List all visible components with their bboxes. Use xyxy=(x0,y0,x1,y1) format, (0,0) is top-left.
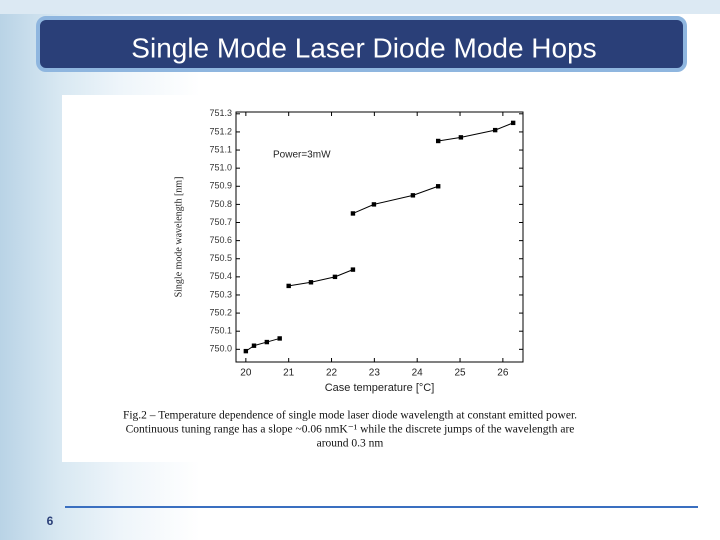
data-point xyxy=(286,283,291,289)
caption-line: Continuous tuning range has a slope ~0.0… xyxy=(126,424,575,436)
x-tick-label: 25 xyxy=(454,368,466,379)
x-tick-label: 21 xyxy=(283,368,295,379)
y-tick-label: 750.7 xyxy=(209,217,232,227)
caption-line: around 0.3 nm xyxy=(317,438,384,450)
y-tick-label: 750.5 xyxy=(209,253,232,263)
top-band xyxy=(0,0,720,14)
chart: 751.3 751.2 751.1 751.0 750.9 750.8 750.7 750.6… xyxy=(173,108,524,394)
data-point xyxy=(264,339,270,345)
y-tick-label: 750.9 xyxy=(209,181,232,191)
y-tick-label: 750.3 xyxy=(209,289,232,299)
data-point xyxy=(251,343,257,348)
data-point xyxy=(332,274,338,280)
data-point xyxy=(435,138,441,144)
data-point xyxy=(243,348,249,354)
caption: Fig.2 – Temperature dependence of single… xyxy=(123,410,577,450)
y-tick-label: 751.2 xyxy=(209,126,232,136)
y-tick-label: 751.1 xyxy=(209,144,232,154)
y-axis-label: Single mode wavelength [nm] xyxy=(173,177,184,298)
data-point xyxy=(492,127,498,133)
x-tick-label: 22 xyxy=(326,368,338,379)
y-tick-label: 750.4 xyxy=(209,271,232,281)
x-tick-label: 23 xyxy=(369,368,381,379)
slide-title: Single Mode Laser Diode Mode Hops xyxy=(131,32,596,63)
y-tick-label: 750.8 xyxy=(209,199,232,209)
data-point xyxy=(350,211,356,216)
caption-line: Fig.2 – Temperature dependence of single… xyxy=(123,410,577,422)
series-line xyxy=(438,122,514,142)
x-tick-label: 20 xyxy=(240,368,252,379)
y-tick-label: 750.0 xyxy=(209,344,232,354)
series-line xyxy=(288,269,354,287)
y-tick-label: 750.1 xyxy=(209,326,232,336)
x-tick-label: 24 xyxy=(412,368,424,379)
series-line xyxy=(245,337,280,352)
y-tick-label: 750.2 xyxy=(209,307,232,317)
data-point xyxy=(458,135,464,140)
data-point xyxy=(350,267,356,272)
data-point xyxy=(510,120,516,126)
data-point xyxy=(371,202,377,207)
series-line xyxy=(352,185,439,214)
title-bar xyxy=(36,16,687,72)
data-point xyxy=(410,193,416,198)
x-tick-label: 26 xyxy=(497,368,509,379)
plot-frame xyxy=(235,111,524,363)
y-tick-label: 751.0 xyxy=(209,163,232,173)
y-tick-label: 751.3 xyxy=(209,108,232,118)
data-point xyxy=(277,336,282,341)
data-point xyxy=(308,280,314,285)
annotation: Power=3mW xyxy=(273,150,331,161)
x-axis-label: Case temperature [°C] xyxy=(325,382,435,394)
y-tick-label: 750.6 xyxy=(209,235,232,245)
data-point xyxy=(435,184,441,189)
page-number: 6 xyxy=(47,514,54,528)
